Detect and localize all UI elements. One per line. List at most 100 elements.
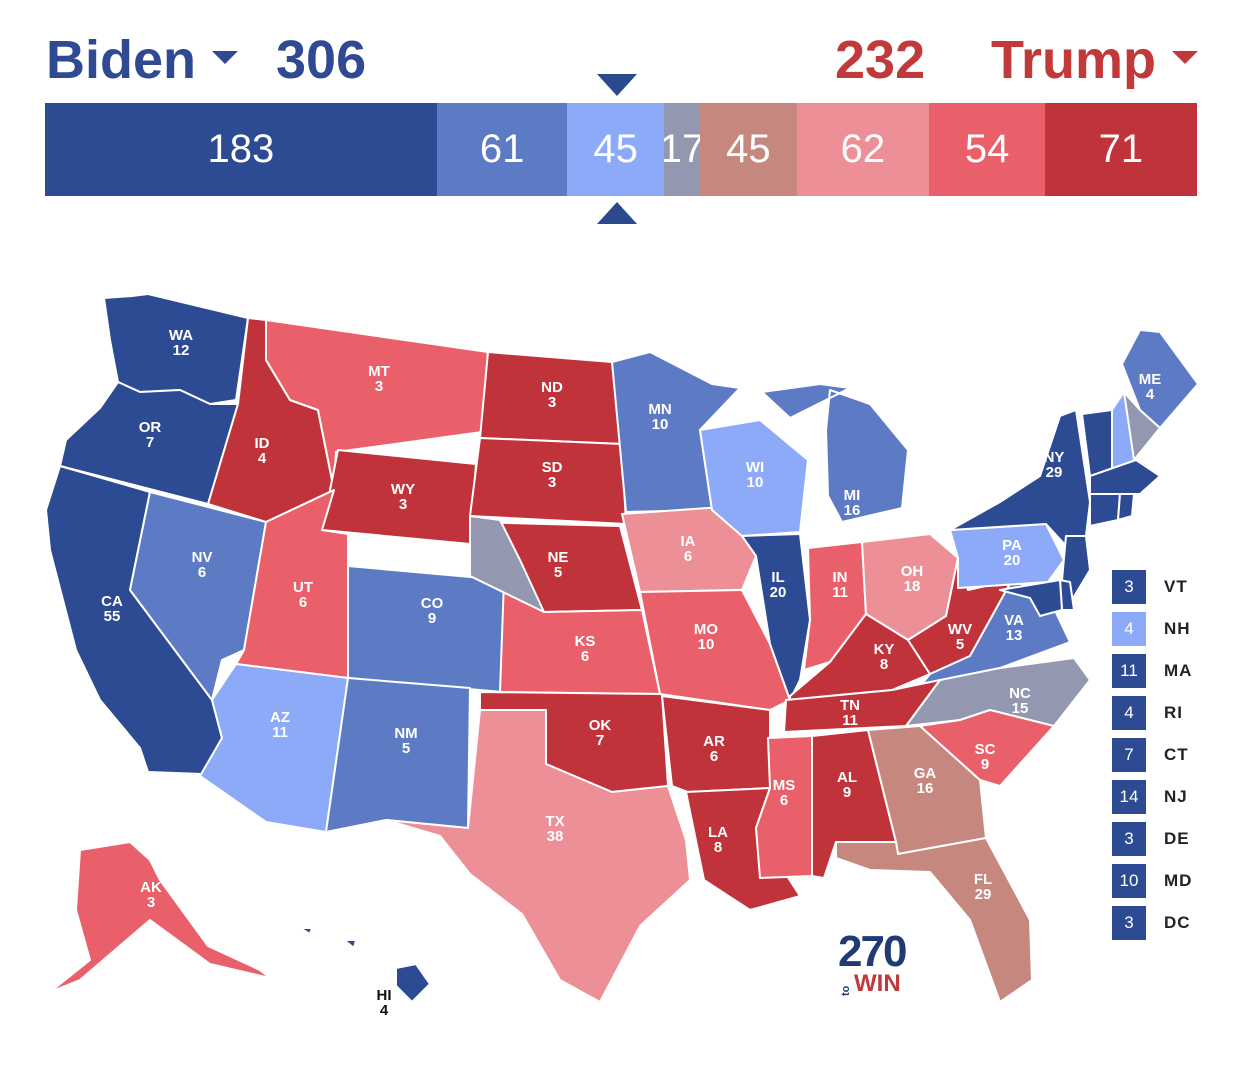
state-ny[interactable] — [949, 409, 1091, 549]
state-label-ev: 16 — [917, 780, 934, 797]
state-label-ev: 6 — [780, 792, 788, 809]
trump-candidate-selector[interactable]: Trump — [991, 28, 1198, 92]
legend-ev-box[interactable]: 3 — [1112, 570, 1146, 604]
state-vt[interactable] — [1081, 409, 1113, 477]
state-label-ev: 55 — [104, 608, 121, 625]
legend-state-name: NJ — [1164, 787, 1188, 806]
state-label-abbr: NV — [192, 549, 213, 566]
state-il[interactable] — [741, 533, 811, 701]
state-label-abbr: MS — [773, 777, 796, 794]
state-ma[interactable] — [1089, 459, 1161, 495]
state-label-ev: 5 — [956, 636, 964, 653]
state-label-abbr: WY — [391, 481, 415, 498]
logo-win: WIN — [854, 970, 901, 997]
state-label-abbr: WI — [746, 459, 764, 476]
state-label-abbr: SD — [542, 459, 563, 476]
state-label-abbr: SC — [975, 741, 996, 758]
state-nw-maine-gray[interactable] — [1121, 389, 1161, 461]
state-label-abbr: OK — [589, 717, 612, 734]
state-label-abbr: NY — [1044, 449, 1065, 466]
state-label-ev: 6 — [684, 548, 692, 565]
state-az[interactable] — [199, 663, 349, 833]
legend-row-ma: 11 MA — [1112, 654, 1232, 688]
state-label-abbr: ID — [255, 435, 270, 452]
legend-state-name: DE — [1164, 829, 1190, 848]
legend-ev-box[interactable]: 3 — [1112, 906, 1146, 940]
state-label-abbr: MO — [694, 621, 718, 638]
state-label-abbr: OR — [139, 419, 162, 436]
state-ri[interactable] — [1117, 493, 1135, 521]
chevron-down-icon[interactable] — [212, 51, 239, 65]
state-label-abbr: UT — [293, 579, 313, 596]
state-label-ev: 20 — [770, 584, 787, 601]
state-label-abbr: MN — [648, 401, 671, 418]
legend-ev-box[interactable]: 11 — [1112, 654, 1146, 688]
state-label-abbr: KS — [575, 633, 596, 650]
state-ne-gray[interactable] — [469, 515, 545, 613]
bar-segment[interactable]: 62 — [796, 103, 930, 196]
bar-segment[interactable]: 17 — [663, 103, 701, 196]
state-label-ev: 7 — [146, 434, 154, 451]
legend-ev-box[interactable]: 14 — [1112, 780, 1146, 814]
state-label-ev: 12 — [173, 342, 190, 359]
state-label-abbr: WV — [948, 621, 972, 638]
state-label-abbr: NC — [1009, 685, 1031, 702]
state-label-abbr: HI — [377, 987, 392, 1004]
state-label-abbr: PA — [1002, 537, 1022, 554]
state-label-abbr: TN — [840, 697, 860, 714]
state-ak[interactable] — [49, 841, 271, 993]
state-label-ev: 8 — [880, 656, 888, 673]
legend-state-name: VT — [1164, 577, 1188, 596]
legend-state-name: DC — [1164, 913, 1191, 932]
legend-ev-box[interactable]: 10 — [1112, 864, 1146, 898]
state-ct[interactable] — [1089, 493, 1121, 527]
state-label-abbr: IN — [833, 569, 848, 586]
state-label-abbr: KY — [874, 641, 895, 658]
bar-segment[interactable]: 61 — [436, 103, 568, 196]
state-hi[interactable] — [299, 927, 431, 1003]
legend-row-de: 3 DE — [1112, 822, 1232, 856]
legend-row-ct: 7 CT — [1112, 738, 1232, 772]
bar-segment[interactable]: 45 — [700, 103, 797, 196]
bar-segment[interactable]: 45 — [567, 103, 664, 196]
legend-state-name: CT — [1164, 745, 1189, 764]
legend-ev-box[interactable]: 3 — [1112, 822, 1146, 856]
state-label-ev: 3 — [399, 496, 407, 513]
us-electoral-map: WA12OR7CA55NV6ID4MT3WY3UT6AZ11CO9NM5ND3S… — [45, 293, 1199, 1019]
chevron-down-icon[interactable] — [1172, 51, 1198, 65]
bar-segment[interactable]: 71 — [1044, 103, 1197, 196]
bar-segment[interactable]: 183 — [45, 103, 437, 196]
state-label-ev: 18 — [904, 578, 921, 595]
state-label-ev: 11 — [842, 712, 858, 729]
state-label-abbr: AK — [140, 879, 162, 896]
state-label-ev: 15 — [1012, 700, 1029, 717]
state-nm[interactable] — [325, 677, 471, 833]
state-label-ev: 4 — [258, 450, 267, 467]
legend-ev-box[interactable]: 4 — [1112, 612, 1146, 646]
state-label-ev: 3 — [548, 394, 556, 411]
state-label-ev: 6 — [198, 564, 206, 581]
state-label-ev: 5 — [554, 564, 562, 581]
legend-row-ri: 4 RI — [1112, 696, 1232, 730]
state-co[interactable] — [347, 565, 505, 693]
legend-row-dc: 3 DC — [1112, 906, 1232, 940]
state-label-ev: 6 — [581, 648, 589, 665]
state-mn[interactable] — [611, 351, 741, 513]
state-label-abbr: OH — [901, 563, 924, 580]
state-tx[interactable] — [385, 709, 691, 1003]
state-wi[interactable] — [699, 419, 809, 537]
state-label-ev: 29 — [1046, 464, 1063, 481]
state-fl[interactable] — [835, 837, 1033, 1003]
state-label-ev: 4 — [1146, 386, 1155, 403]
bar-segment[interactable]: 54 — [929, 103, 1045, 196]
state-md[interactable] — [999, 579, 1063, 617]
state-sc[interactable] — [919, 709, 1055, 787]
state-label-abbr: FL — [974, 871, 992, 888]
legend-ev-box[interactable]: 4 — [1112, 696, 1146, 730]
state-label-abbr: NM — [394, 725, 417, 742]
state-mi[interactable] — [761, 383, 909, 523]
state-label-ev: 9 — [981, 756, 989, 773]
legend-ev-box[interactable]: 7 — [1112, 738, 1146, 772]
biden-candidate-selector[interactable]: Biden — [46, 28, 239, 92]
state-label-abbr: TX — [545, 813, 564, 830]
